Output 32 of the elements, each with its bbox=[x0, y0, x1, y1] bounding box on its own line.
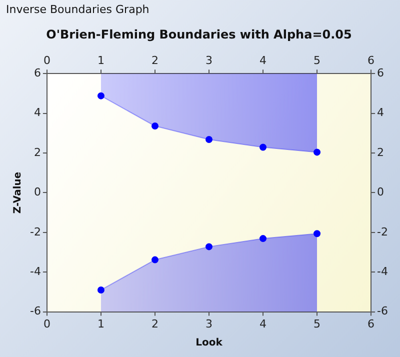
x2-tick-label: 5 bbox=[314, 54, 321, 67]
y-tick-label: 6 bbox=[34, 66, 41, 80]
x2-tick-label: 4 bbox=[260, 54, 267, 67]
x-tick-label: 3 bbox=[206, 317, 212, 330]
x2-tick-label: 3 bbox=[206, 54, 212, 67]
x2-tick-label: 0 bbox=[43, 54, 50, 67]
y-tick-label: -2 bbox=[30, 225, 41, 238]
text: Inverse Boundaries Graph bbox=[6, 3, 150, 16]
y2-tick-label: -4 bbox=[377, 264, 388, 278]
x-tick-label: 1 bbox=[97, 317, 104, 330]
y-tick-label: -6 bbox=[30, 304, 41, 318]
y-axis-title: Z-Value bbox=[12, 172, 24, 214]
y-tick-label: -4 bbox=[30, 264, 41, 278]
x2-tick-label: 1 bbox=[97, 54, 104, 67]
y2-tick-label: 0 bbox=[377, 186, 384, 199]
x-tick-label: 2 bbox=[151, 317, 158, 330]
x2-tick-label: 6 bbox=[368, 54, 375, 67]
x2-tick-label: 2 bbox=[151, 54, 158, 67]
chart-title: O'Brien-Fleming Boundaries with Alpha=0.05 bbox=[46, 27, 352, 42]
x-axis-title: Look bbox=[196, 338, 223, 349]
y2-tick-label: -2 bbox=[377, 225, 388, 238]
y2-tick-label: -6 bbox=[377, 304, 388, 318]
y-tick-label: 4 bbox=[34, 106, 41, 120]
y2-tick-label: 4 bbox=[377, 106, 384, 120]
x-tick-label: 0 bbox=[43, 317, 50, 330]
y2-tick-label: 6 bbox=[377, 66, 384, 80]
y-tick-label: 0 bbox=[34, 186, 41, 199]
y-tick-label: 2 bbox=[34, 146, 41, 159]
y2-tick-label: 2 bbox=[377, 146, 384, 159]
x-tick-label: 5 bbox=[314, 317, 321, 330]
x-tick-label: 6 bbox=[368, 317, 375, 330]
x-tick-label: 4 bbox=[260, 317, 267, 330]
